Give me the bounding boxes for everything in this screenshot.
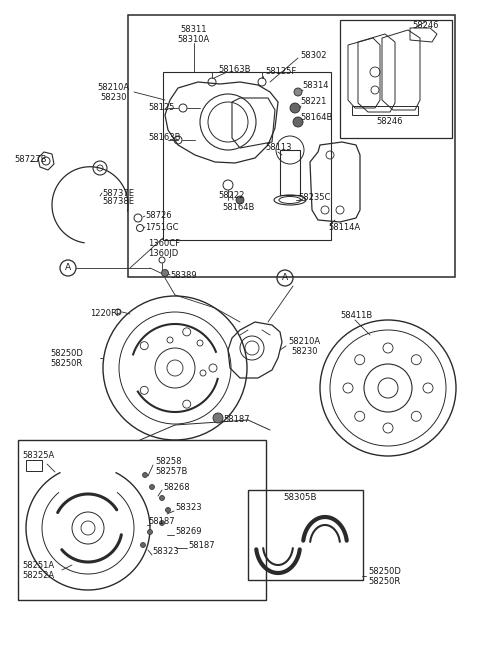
Text: 58726: 58726 [145, 211, 172, 221]
Text: 58113: 58113 [265, 143, 291, 153]
Text: 58187: 58187 [148, 518, 175, 527]
Text: 58257B: 58257B [155, 466, 187, 476]
Bar [18, 440, 266, 600]
Text: 58737E: 58737E [102, 189, 134, 197]
Text: 58258: 58258 [155, 458, 181, 466]
Text: 58311: 58311 [181, 25, 207, 35]
Circle shape [149, 484, 155, 490]
Text: 1751GC: 1751GC [145, 223, 179, 231]
Text: 1220FP: 1220FP [90, 310, 121, 318]
Text: 58210A: 58210A [288, 337, 320, 347]
Text: 58269: 58269 [175, 527, 202, 537]
Circle shape [290, 103, 300, 113]
Circle shape [143, 472, 147, 478]
Text: 58164B: 58164B [300, 114, 332, 122]
Text: 58389: 58389 [170, 270, 197, 280]
Text: 58251A: 58251A [22, 561, 54, 571]
Text: 58310A: 58310A [178, 35, 210, 43]
Circle shape [161, 270, 168, 276]
Circle shape [159, 520, 165, 526]
Text: 58187: 58187 [188, 541, 215, 549]
Text: 1360CF: 1360CF [148, 240, 180, 248]
Text: 1360JD: 1360JD [148, 248, 178, 258]
Text: 58230: 58230 [100, 92, 127, 102]
Text: 58325A: 58325A [22, 452, 54, 460]
Text: 58250R: 58250R [368, 577, 400, 585]
Text: 58268: 58268 [163, 482, 190, 492]
Text: 58125: 58125 [148, 104, 174, 112]
Text: 58323: 58323 [152, 547, 179, 557]
Text: 58246: 58246 [412, 21, 439, 31]
Text: 58163B: 58163B [148, 132, 180, 142]
Text: 58164B: 58164B [222, 203, 254, 211]
Bar [248, 490, 363, 580]
Text: 58246: 58246 [377, 118, 403, 126]
Text: 58314: 58314 [302, 82, 328, 90]
Bar [163, 72, 331, 240]
Text: 58235C: 58235C [298, 193, 330, 203]
Text: 58250D: 58250D [50, 349, 83, 359]
Text: 58323: 58323 [175, 504, 202, 512]
Text: 58222: 58222 [218, 191, 244, 199]
Text: 58727B: 58727B [14, 155, 47, 165]
Text: 58125F: 58125F [265, 68, 296, 76]
Text: 58250R: 58250R [50, 359, 82, 367]
Text: 58738E: 58738E [102, 197, 134, 207]
Circle shape [147, 529, 153, 535]
Circle shape [294, 88, 302, 96]
Text: 58411B: 58411B [340, 312, 372, 320]
Text: 58305B: 58305B [283, 494, 316, 502]
Text: A: A [282, 274, 288, 282]
Text: 58210A: 58210A [97, 84, 129, 92]
Bar [128, 15, 455, 277]
Text: 58250D: 58250D [368, 567, 401, 577]
Text: 58252A: 58252A [22, 571, 54, 579]
Text: 58302: 58302 [300, 52, 326, 60]
Bar [340, 20, 452, 138]
Circle shape [141, 543, 145, 547]
Text: 58230: 58230 [291, 347, 317, 355]
Text: 58114A: 58114A [328, 223, 360, 233]
Bar [26, 460, 42, 471]
Circle shape [166, 508, 170, 512]
Circle shape [236, 196, 244, 204]
Text: 58187: 58187 [223, 415, 250, 425]
Circle shape [159, 496, 165, 500]
Circle shape [213, 413, 223, 423]
Text: 58221: 58221 [300, 98, 326, 106]
Text: A: A [65, 264, 71, 272]
Circle shape [293, 117, 303, 127]
Text: 58163B: 58163B [218, 64, 251, 74]
